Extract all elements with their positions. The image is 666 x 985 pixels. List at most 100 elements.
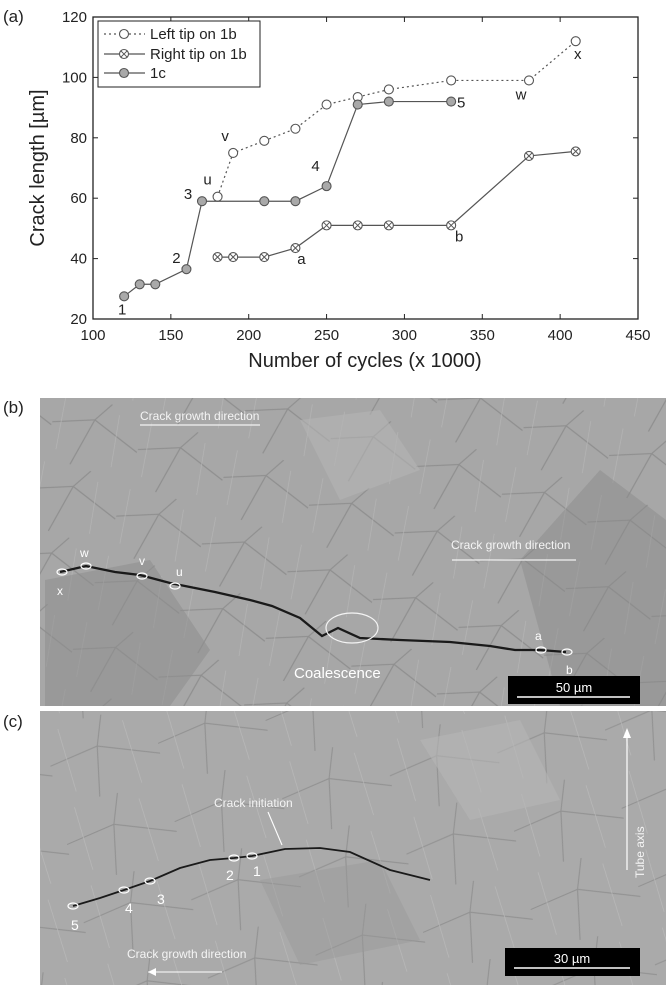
marker-a-label: a (535, 629, 542, 643)
marker-5-label: 5 (71, 917, 79, 933)
grain-region (520, 470, 666, 706)
data-point (212, 191, 223, 202)
panel-c: (c) Crack initiation 1 2 3 4 5 Crack gro… (3, 711, 666, 985)
point-label-x: x (574, 46, 582, 63)
grain-region (300, 410, 420, 500)
marker-u-label: u (176, 565, 183, 579)
marker-2-label: 2 (226, 867, 234, 883)
data-point (446, 220, 457, 231)
data-point (321, 181, 332, 192)
x-tick-label: 400 (548, 327, 573, 344)
panel-c-letter: (c) (3, 712, 23, 731)
y-tick-label: 120 (62, 9, 87, 26)
x-tick-label: 350 (470, 327, 495, 344)
data-point (570, 36, 581, 47)
y-axis-title: Crack length [µm] (27, 89, 49, 246)
y-tick-label: 20 (70, 311, 87, 328)
data-point (290, 196, 301, 207)
marker-4-label: 4 (125, 900, 133, 916)
growth-label-right: Crack growth direction (451, 538, 570, 552)
point-label-5: 5 (457, 95, 465, 112)
marker-x (56, 568, 68, 576)
panel-b: (b) Crack growth direction Crack growth … (3, 398, 666, 706)
marker-1-label: 1 (253, 863, 261, 879)
marker-v (136, 572, 148, 580)
data-point (383, 84, 394, 95)
marker-5 (67, 902, 79, 910)
data-point (290, 242, 301, 254)
data-point (352, 220, 363, 231)
grain-region (420, 720, 560, 820)
legend-marker-left-tip (118, 28, 130, 40)
data-point (383, 96, 394, 107)
point-annotations: 1 2 3 4 5 u v w x a b (118, 46, 582, 318)
data-point (523, 150, 535, 161)
marker-b (561, 648, 573, 656)
crack-tip-markers-b: w x v u a b (56, 546, 573, 677)
legend: Left tip on 1b Right tip on 1b 1c (97, 20, 261, 88)
y-tick-label: 40 (70, 251, 87, 268)
legend-label-left-tip: Left tip on 1b (150, 26, 237, 43)
x-axis-title: Number of cycles (x 1000) (248, 350, 481, 372)
data-point (181, 264, 192, 275)
y-axis: 20 40 60 80 100 120 (62, 9, 638, 328)
x-tick-label: 250 (314, 327, 339, 344)
initiation-arrow (267, 811, 283, 846)
data-point (352, 99, 363, 110)
growth-label-c: Crack growth direction (127, 947, 246, 961)
x-tick-label: 150 (158, 327, 183, 344)
grain-region (45, 560, 210, 706)
point-label-a: a (297, 251, 306, 268)
data-point (446, 75, 457, 86)
data-point (570, 146, 581, 157)
series-line (217, 150, 576, 258)
tube-axis-arrowhead (623, 728, 631, 738)
legend-marker-1c (118, 67, 130, 79)
marker-a (535, 646, 547, 654)
growth-arrowhead-c (148, 968, 156, 976)
marker-x-label: x (57, 584, 63, 598)
data-point (259, 196, 270, 207)
data-point (523, 75, 535, 86)
series-solid-crossed-circle (212, 146, 581, 263)
crack-markers-c: 1 2 3 4 5 (67, 852, 261, 933)
x-tick-label: 300 (392, 327, 417, 344)
marker-1 (246, 852, 258, 860)
data-point (259, 252, 270, 263)
y-tick-label: 100 (62, 69, 87, 86)
data-point (321, 99, 332, 110)
marker-b-label: b (566, 663, 573, 677)
data-point (196, 196, 208, 207)
data-point (228, 147, 239, 158)
point-label-w: w (515, 86, 527, 103)
x-tick-label: 450 (625, 327, 650, 344)
legend-marker-right-tip (118, 48, 130, 60)
data-point (321, 220, 332, 231)
growth-label-left: Crack growth direction (140, 409, 259, 423)
point-label-v: v (221, 128, 229, 145)
scale-bar-c (505, 948, 640, 976)
marker-u (169, 582, 181, 590)
scale-bar-b (508, 676, 640, 704)
series-line (217, 40, 577, 197)
marker-w-label: w (79, 546, 89, 560)
plot-frame (92, 16, 639, 320)
x-tick-label: 200 (236, 327, 261, 344)
data-point (150, 279, 161, 290)
coalescence-label: Coalescence (294, 665, 381, 682)
tube-axis-label: Tube axis (633, 826, 647, 878)
panel-a: (a) 100 150 200 250 300 350 400 450 20406080100… (3, 7, 651, 372)
point-label-2: 2 (172, 250, 180, 267)
point-label-4: 4 (311, 158, 319, 175)
data-point (446, 96, 457, 107)
scale-bar-c-label: 30 µm (554, 951, 590, 966)
legend-label-right-tip: Right tip on 1b (150, 46, 247, 63)
y-tick-label: 80 (70, 130, 87, 147)
point-label-b: b (455, 228, 463, 245)
marker-3 (144, 877, 156, 885)
crack-path-c (72, 847, 431, 907)
marker-w (80, 562, 92, 570)
y-tick-label: 60 (70, 190, 87, 207)
data-point (119, 291, 130, 302)
